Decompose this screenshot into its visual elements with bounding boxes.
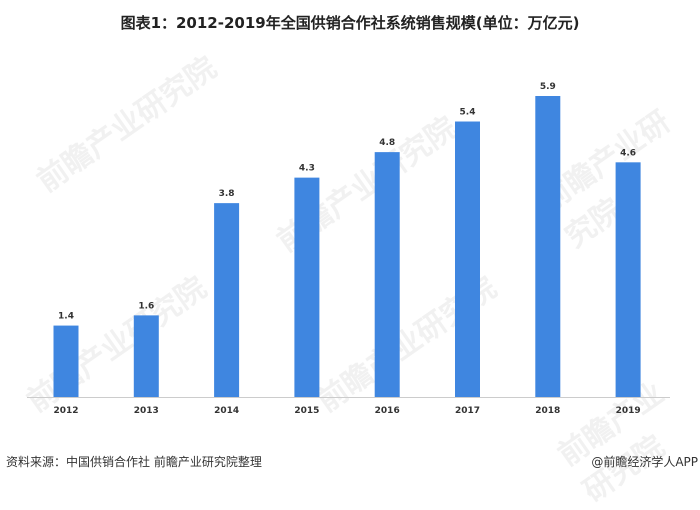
data-label: 4.3 (299, 164, 315, 174)
bar-2018 (535, 96, 561, 397)
bar-2014 (214, 203, 240, 397)
chart-title: 图表1：2012-2019年全国供销合作社系统销售规模(单位：万亿元) (120, 14, 580, 32)
bar-chart: 1.4 2012 1.6 2013 3.8 2014 4.3 2015 4.8 2016 5.4 20… (27, 82, 670, 416)
x-tick-label: 2017 (455, 406, 480, 416)
x-tick-label: 2019 (616, 406, 641, 416)
bar-2016 (374, 152, 400, 397)
x-tick-label: 2012 (53, 406, 78, 416)
data-label: 4.8 (379, 138, 395, 148)
bar-2013 (133, 315, 159, 397)
x-tick-label: 2016 (375, 406, 400, 416)
x-tick-label: 2015 (294, 406, 319, 416)
data-label: 4.6 (620, 148, 636, 158)
data-label: 5.9 (540, 82, 556, 92)
x-tick-label: 2014 (214, 406, 239, 416)
credit: @前瞻经济学人APP (591, 455, 698, 469)
source-note: 资料来源：中国供销合作社 前瞻产业研究院整理 (6, 455, 262, 469)
data-label: 1.4 (58, 312, 74, 322)
x-tick-label: 2018 (535, 406, 560, 416)
data-label: 1.6 (138, 301, 154, 311)
data-label: 3.8 (219, 189, 235, 199)
bar-2015 (294, 177, 320, 397)
bar-2012 (53, 325, 79, 397)
data-label: 5.4 (460, 108, 476, 118)
bar-2019 (615, 162, 641, 397)
x-tick-label: 2013 (134, 406, 159, 416)
bar-2017 (455, 121, 480, 397)
